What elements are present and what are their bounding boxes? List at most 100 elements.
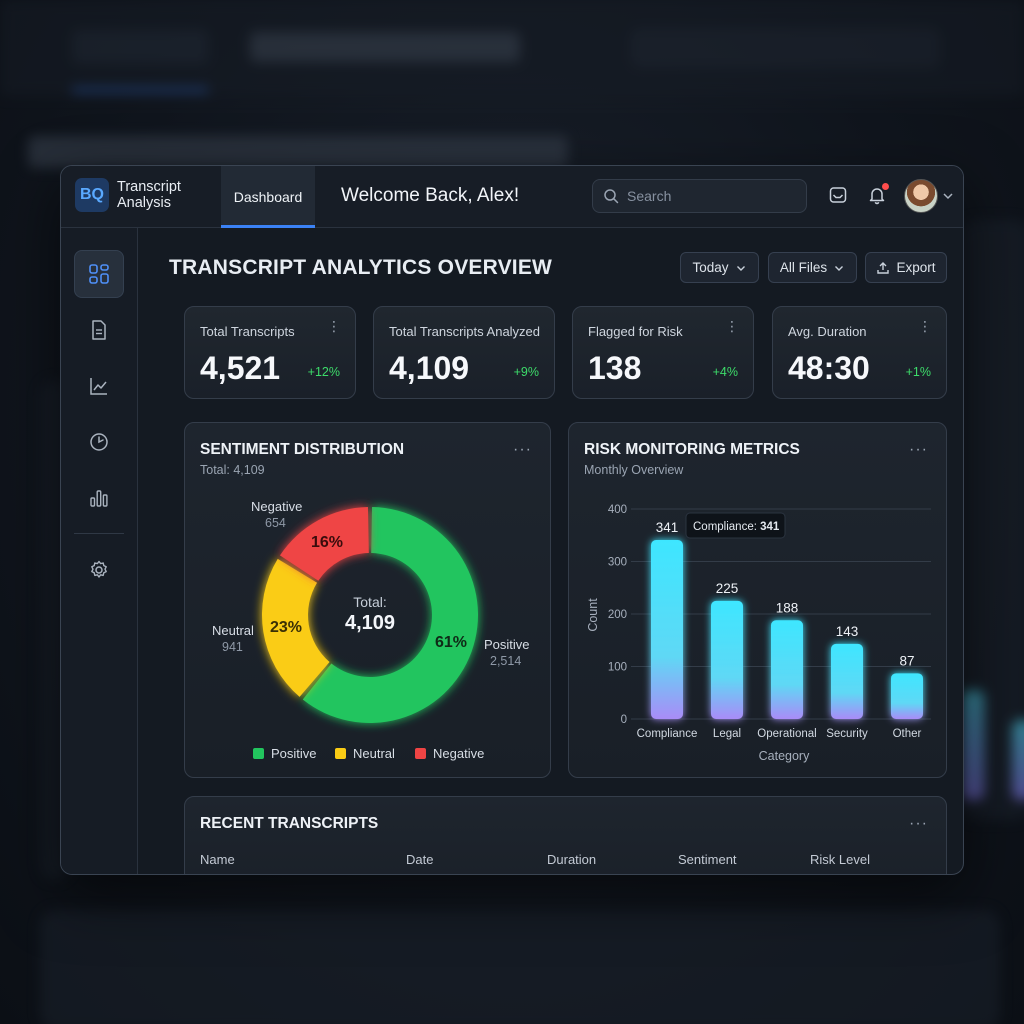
count-negative: 654 xyxy=(265,516,286,530)
bar-value-label: 188 xyxy=(776,600,799,615)
kpi-value: 138 xyxy=(588,350,642,386)
count-neutral: 941 xyxy=(222,640,243,654)
sentiment-subtitle: Total: 4,109 xyxy=(200,463,265,477)
column-header-sentiment[interactable]: Sentiment xyxy=(678,852,737,867)
risk-title: RISK MONITORING METRICS xyxy=(584,441,800,458)
export-button[interactable]: Export xyxy=(865,252,947,283)
sidebar-item-dashboard[interactable] xyxy=(74,250,124,298)
column-header-date[interactable]: Date xyxy=(406,852,434,867)
kpi-value: 4,109 xyxy=(389,350,470,386)
more-horizontal-icon[interactable]: ··· xyxy=(909,441,928,458)
kpi-card-transcripts-analyzed: Total Transcripts Analyzed 4,109 +9% xyxy=(373,306,555,399)
sidebar-item-trends[interactable] xyxy=(74,362,124,410)
bar-value-label: 341 xyxy=(656,520,679,535)
x-axis-label: Category xyxy=(759,749,810,763)
kpi-delta: +12% xyxy=(307,365,340,379)
y-tick-label: 200 xyxy=(608,609,627,621)
kpi-delta: +4% xyxy=(712,365,738,379)
bar-other[interactable] xyxy=(891,673,923,719)
date-range-dropdown[interactable]: Today xyxy=(680,252,759,283)
column-header-name[interactable]: Name xyxy=(200,852,235,867)
document-icon xyxy=(92,320,106,340)
column-header-risk-level[interactable]: Risk Level xyxy=(810,852,870,867)
bar-tooltip: Compliance: 341 xyxy=(685,512,786,539)
x-tick-label: Security xyxy=(826,728,868,740)
more-horizontal-icon[interactable]: ··· xyxy=(909,815,928,832)
bar-chart-icon xyxy=(90,490,108,507)
x-tick-label: Legal xyxy=(713,728,741,740)
inbox-icon xyxy=(829,187,847,203)
y-axis-label: Count xyxy=(586,598,600,632)
risk-panel: RISK MONITORING METRICS Monthly Overview… xyxy=(568,422,947,778)
upload-icon xyxy=(877,261,890,274)
sentiment-donut-chart: Total: 4,109 61% 23% 16% Positive 2,514 … xyxy=(212,499,530,761)
notifications-button[interactable] xyxy=(867,183,889,205)
chevron-down-icon[interactable] xyxy=(942,190,954,202)
kpi-card-avg-duration: Avg. Duration ⋮ 48:30 +1% xyxy=(772,306,947,399)
user-avatar[interactable] xyxy=(904,179,938,213)
dashboard-grid-icon xyxy=(89,264,109,284)
date-range-label: Today xyxy=(692,260,729,275)
more-vertical-icon[interactable]: ⋮ xyxy=(327,318,341,334)
legend-neutral: Neutral xyxy=(353,746,395,761)
sidebar-item-documents[interactable] xyxy=(74,306,124,354)
slice-percent-negative: 16% xyxy=(311,534,343,551)
settings-gear-icon xyxy=(91,560,107,578)
bar-security[interactable] xyxy=(831,643,863,719)
bell-icon xyxy=(869,188,885,205)
more-horizontal-icon[interactable]: ··· xyxy=(513,441,532,458)
bar-value-label: 143 xyxy=(836,624,859,639)
brand-logo: BQ xyxy=(75,178,109,212)
x-tick-label: Compliance xyxy=(637,728,698,740)
file-filter-label: All Files xyxy=(779,260,828,275)
kpi-value: 48:30 xyxy=(788,350,870,386)
brand-name: Transcript Analysis xyxy=(117,179,181,211)
tab-dashboard[interactable]: Dashboard xyxy=(221,166,315,228)
top-bar: BQ Transcript Analysis Dashboard Welcome… xyxy=(61,166,963,228)
donut-center-label: Total: xyxy=(353,594,386,610)
sidebar xyxy=(61,228,138,874)
kpi-delta: +9% xyxy=(513,365,539,379)
more-vertical-icon[interactable]: ⋮ xyxy=(918,318,932,334)
legend-swatch-negative xyxy=(415,748,426,759)
sidebar-item-settings[interactable] xyxy=(74,546,124,594)
y-tick-label: 300 xyxy=(608,557,627,569)
column-header-duration[interactable]: Duration xyxy=(547,852,597,867)
search-input[interactable] xyxy=(627,180,797,212)
count-positive: 2,514 xyxy=(490,654,521,668)
sidebar-item-history[interactable] xyxy=(74,418,124,466)
page-title: TRANSCRIPT ANALYTICS OVERVIEW xyxy=(169,256,553,279)
x-tick-label: Other xyxy=(893,728,922,740)
tooltip-label: Compliance: 341 xyxy=(693,521,780,533)
more-vertical-icon[interactable]: ⋮ xyxy=(725,318,739,334)
x-tick-label: Operational xyxy=(757,728,816,740)
kpi-label: Total Transcripts Analyzed xyxy=(389,324,541,339)
kpi-label: Total Transcripts xyxy=(200,324,295,339)
bar-legal[interactable] xyxy=(711,600,743,719)
sidebar-item-reports[interactable] xyxy=(74,474,124,522)
y-tick-label: 0 xyxy=(621,714,627,726)
file-filter-dropdown[interactable]: All Files xyxy=(768,252,857,283)
brand[interactable]: BQ Transcript Analysis xyxy=(75,178,197,212)
bar-value-label: 225 xyxy=(716,581,739,596)
chevron-down-icon xyxy=(736,265,745,271)
bar-compliance[interactable] xyxy=(651,539,683,719)
recent-transcripts-panel: RECENT TRANSCRIPTS ··· Name Date Duratio… xyxy=(184,796,947,874)
label-neutral: Neutral xyxy=(212,623,254,638)
bar-operational[interactable] xyxy=(771,620,803,719)
legend-swatch-neutral xyxy=(335,748,346,759)
legend-negative: Negative xyxy=(433,746,484,761)
slice-percent-positive: 61% xyxy=(435,634,467,651)
export-label: Export xyxy=(896,260,936,275)
donut-slice-negative[interactable] xyxy=(279,507,369,581)
legend-swatch-positive xyxy=(253,748,264,759)
inbox-button[interactable] xyxy=(828,185,848,210)
donut-center-value: 4,109 xyxy=(345,612,395,634)
donut-slice-neutral[interactable] xyxy=(262,558,330,697)
line-chart-icon xyxy=(90,378,107,395)
tab-dashboard-label: Dashboard xyxy=(233,189,303,205)
chevron-down-icon xyxy=(835,265,844,271)
kpi-delta: +1% xyxy=(905,365,931,379)
donut-slice-positive[interactable] xyxy=(302,507,478,723)
risk-bar-chart: 0 100 200 300 400 341 Compliance 225 Legal 188 Op… xyxy=(586,504,931,763)
